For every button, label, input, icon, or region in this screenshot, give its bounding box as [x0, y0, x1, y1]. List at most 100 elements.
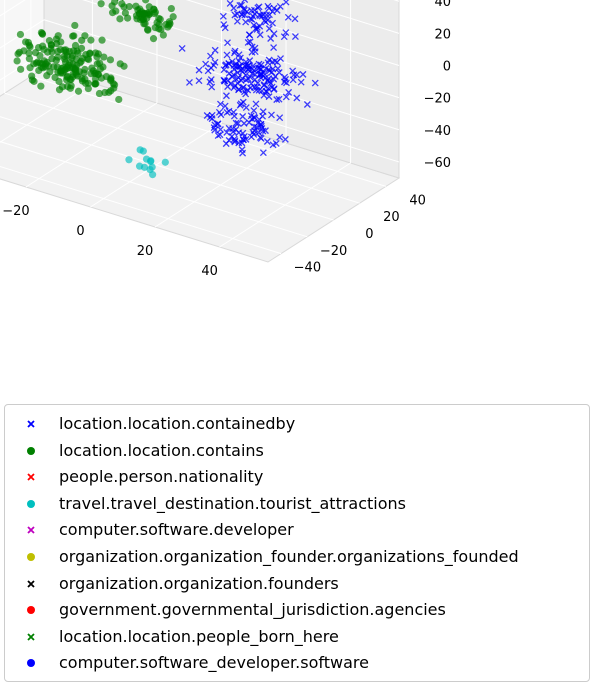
data-point	[250, 21, 258, 29]
data-point	[253, 23, 261, 31]
data-point	[235, 129, 243, 137]
data-point	[120, 62, 128, 70]
data-point	[247, 84, 255, 92]
data-point	[282, 93, 290, 101]
legend-x-marker-icon	[27, 526, 35, 535]
data-point	[269, 65, 277, 73]
series-1	[13, 0, 177, 104]
data-point	[255, 129, 263, 137]
data-point	[169, 13, 177, 21]
data-point	[250, 130, 258, 138]
z-tick-label: 20	[434, 27, 451, 42]
data-point	[211, 46, 219, 54]
data-point	[255, 3, 263, 11]
data-point	[107, 74, 115, 82]
data-point	[74, 49, 82, 57]
z-tick-label: −20	[424, 92, 451, 107]
data-point	[54, 53, 62, 61]
data-point	[281, 73, 289, 81]
data-point	[234, 119, 242, 127]
data-point	[223, 108, 231, 116]
data-point	[239, 113, 247, 120]
data-point	[269, 141, 277, 149]
legend-x-marker-icon	[27, 420, 35, 428]
data-point	[303, 101, 311, 108]
data-point	[238, 146, 246, 154]
x-tick-label: 0	[76, 224, 84, 239]
data-point	[225, 124, 233, 132]
data-point	[246, 57, 254, 65]
data-point	[136, 15, 145, 24]
data-point	[263, 138, 271, 145]
data-point	[208, 83, 216, 91]
data-point	[54, 32, 62, 40]
data-point	[242, 90, 250, 98]
data-point	[91, 80, 99, 88]
data-point	[125, 3, 133, 11]
data-point	[228, 58, 236, 66]
gridline-z-left	[0, 51, 45, 81]
data-point	[225, 136, 233, 144]
data-point	[81, 32, 89, 40]
data-point	[297, 78, 305, 86]
data-point	[136, 146, 144, 154]
data-point	[265, 11, 273, 19]
data-point	[228, 133, 236, 140]
data-point	[78, 77, 87, 85]
data-point	[257, 65, 265, 73]
data-point	[211, 126, 219, 134]
y-tick-label: −20	[320, 244, 347, 259]
data-point	[120, 3, 128, 11]
data-point	[256, 31, 264, 39]
y-tick-label: 0	[365, 227, 373, 242]
data-point	[135, 162, 144, 170]
legend-label: computer.software.developer	[59, 520, 294, 540]
gridline-y-floor	[4, 92, 360, 204]
data-point	[25, 55, 33, 63]
legend-entry: computer.software.developer	[5, 519, 589, 544]
data-point	[71, 41, 80, 50]
data-point	[217, 111, 225, 119]
z-tick-label: −40	[424, 124, 451, 139]
data-point	[259, 149, 267, 157]
data-point	[241, 6, 248, 14]
legend-entry: computer.software_developer.software	[5, 652, 589, 677]
data-point	[242, 18, 250, 26]
data-point	[80, 69, 88, 77]
data-point	[195, 77, 203, 85]
legend-x-marker-icon	[27, 473, 35, 481]
data-point	[121, 9, 129, 17]
data-point	[16, 30, 25, 39]
data-point	[264, 59, 272, 67]
legend-label: location.location.contains	[59, 440, 264, 460]
gridline-y-floor	[0, 165, 282, 255]
data-point	[109, 80, 117, 88]
data-point	[291, 15, 299, 23]
legend-label: government.governmental_jurisdiction.age…	[59, 600, 446, 620]
data-point	[206, 78, 214, 86]
data-point	[57, 38, 65, 46]
data-point	[100, 53, 108, 61]
data-point	[57, 69, 65, 77]
data-point	[223, 128, 231, 136]
data-point	[87, 36, 95, 44]
data-point	[261, 17, 268, 25]
data-point	[285, 88, 293, 96]
legend-entry: location.location.containedby	[5, 413, 589, 438]
data-point	[47, 44, 55, 53]
gridline-y-floor	[0, 116, 334, 221]
data-point	[263, 88, 271, 96]
data-point	[108, 9, 117, 17]
data-point	[125, 156, 133, 164]
data-point	[221, 24, 229, 32]
data-point	[149, 35, 158, 43]
legend-label: computer.software_developer.software	[59, 653, 369, 673]
data-point	[116, 15, 124, 23]
data-point	[235, 57, 243, 65]
data-point	[237, 77, 245, 84]
data-point	[95, 89, 104, 98]
data-point	[222, 61, 230, 69]
data-point	[232, 119, 240, 127]
data-point	[235, 86, 242, 94]
data-point	[268, 111, 275, 119]
